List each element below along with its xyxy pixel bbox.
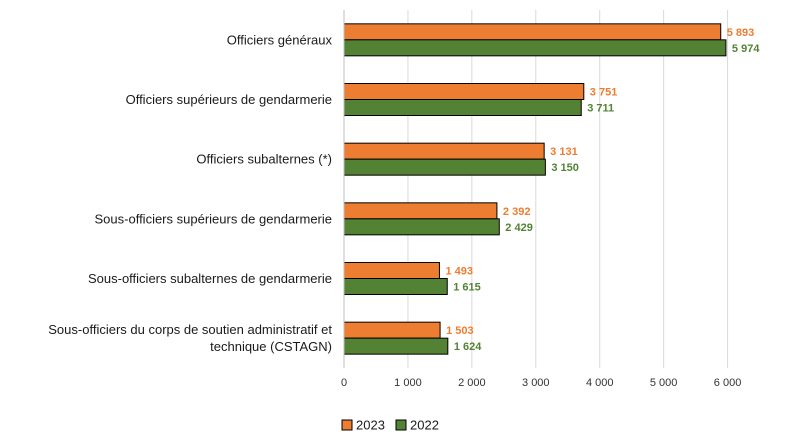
category-label: Officiers subalternes (*) xyxy=(196,152,332,167)
x-tick-label: 2 000 xyxy=(458,377,486,389)
bar-2022 xyxy=(343,218,500,236)
bar-2022 xyxy=(343,99,582,116)
gridlines xyxy=(407,10,729,368)
value-label-2023: 1 503 xyxy=(446,325,474,337)
value-labels: 5 893 5 974 3 751 3 711 3 131 3 150 2 392 2 429… xyxy=(445,27,760,353)
value-label-2022: 3 150 xyxy=(551,162,579,174)
bar-2023 xyxy=(343,142,545,160)
bar-2022 xyxy=(343,278,448,295)
bar-2023 xyxy=(343,262,440,279)
value-label-2022: 2 429 xyxy=(505,222,533,234)
x-tick-label: 5 000 xyxy=(650,377,678,389)
x-tick-label: 1 000 xyxy=(394,377,422,389)
category-label: Officiers supérieurs de gendarmerie xyxy=(126,92,332,107)
legend-swatch-2022 xyxy=(395,419,407,431)
value-label-2022: 1 615 xyxy=(453,282,481,294)
category-label: technique (CSTAGN) xyxy=(210,339,332,354)
bars xyxy=(343,23,727,355)
bar-2022 xyxy=(343,158,546,176)
value-label-2023: 3 131 xyxy=(550,146,578,158)
value-label-2023: 1 493 xyxy=(445,266,473,278)
category-label: Officiers généraux xyxy=(227,32,333,47)
x-tick-label: 4 000 xyxy=(586,377,614,389)
category-labels: Officiers généraux Officiers supérieurs d… xyxy=(48,32,332,354)
value-label-2023: 2 392 xyxy=(503,206,531,218)
legend-label-2022: 2022 xyxy=(410,418,439,433)
bar-2023 xyxy=(343,83,585,100)
legend: 2023 2022 xyxy=(341,418,439,433)
x-tick-label: 6 000 xyxy=(714,377,742,389)
category-label: Sous-officiers supérieurs de gendarmerie xyxy=(95,211,333,226)
value-label-2022: 5 974 xyxy=(732,43,760,55)
value-label-2022: 1 624 xyxy=(454,341,482,353)
value-label-2022: 3 711 xyxy=(587,103,614,115)
category-label: Sous-officiers du corps de soutien admin… xyxy=(48,322,332,337)
x-tick-label: 3 000 xyxy=(522,377,550,389)
bar-2023 xyxy=(343,23,722,41)
bar-2022 xyxy=(343,39,727,57)
category-label: Sous-officiers subalternes de gendarmeri… xyxy=(88,271,332,286)
bar-2023 xyxy=(343,321,441,339)
value-label-2023: 5 893 xyxy=(727,27,755,39)
bar-2023 xyxy=(343,202,498,220)
legend-label-2023: 2023 xyxy=(356,418,385,433)
bar-2022 xyxy=(343,337,449,355)
x-tick-label: 0 xyxy=(341,377,347,389)
x-tick-labels: 0 1 000 2 000 3 000 4 000 5 000 6 000 xyxy=(341,377,741,389)
value-label-2023: 3 751 xyxy=(590,87,618,99)
legend-swatch-2023 xyxy=(341,419,353,431)
